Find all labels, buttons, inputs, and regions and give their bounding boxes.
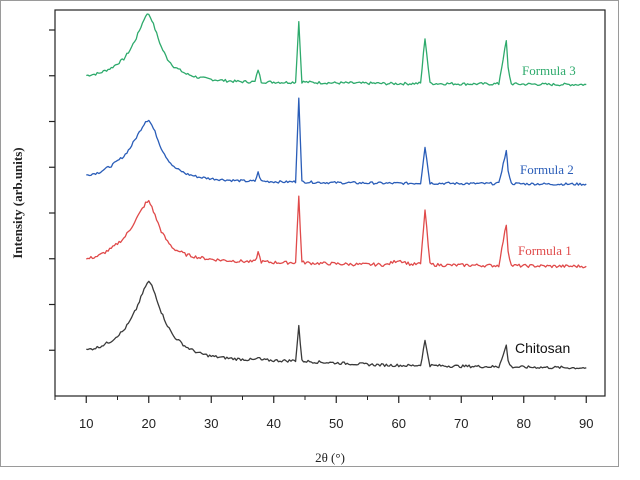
x-axis-title: 2θ (°)	[315, 450, 345, 465]
x-tick-label: 90	[579, 416, 593, 431]
series-line-chitosan	[86, 280, 587, 370]
series-line-formula-1	[86, 195, 587, 269]
series-label-chitosan: Chitosan	[515, 340, 570, 356]
series-label-formula-2: Formula 2	[520, 162, 574, 177]
series-line-formula-2	[86, 97, 587, 186]
x-tick-label: 60	[392, 416, 406, 431]
series-labels: Formula 3 Formula 2 Formula 1 Chitosan	[515, 63, 576, 356]
x-tick-label: 50	[329, 416, 343, 431]
series-label-formula-1: Formula 1	[518, 243, 572, 258]
y-axis-title: Intensity (arb.units)	[10, 147, 25, 258]
series-label-formula-3: Formula 3	[522, 63, 576, 78]
y-axis-ticks	[49, 29, 55, 351]
x-tick-label: 10	[79, 416, 93, 431]
plot-frame	[54, 9, 606, 397]
series-line-formula-3	[86, 13, 587, 87]
x-tick-label: 30	[204, 416, 218, 431]
x-axis-ticks: 10 20 30 40 50 60 70 80 90	[54, 396, 593, 431]
series-lines	[86, 13, 587, 370]
x-tick-label: 40	[267, 416, 281, 431]
outer-border	[0, 0, 619, 467]
x-tick-label: 70	[454, 416, 468, 431]
x-tick-label: 20	[142, 416, 156, 431]
x-tick-label: 80	[517, 416, 531, 431]
